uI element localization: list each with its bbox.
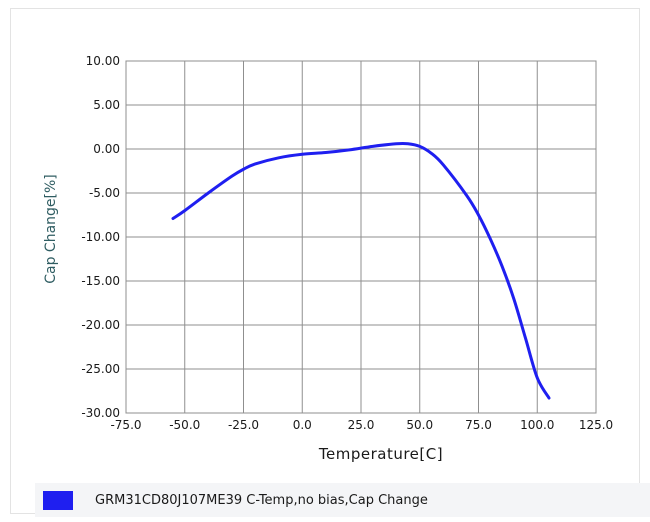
x-tick-label: 75.0 [465,418,492,432]
x-tick-label: -25.0 [228,418,259,432]
x-axis-label: Temperature[C] [318,445,443,463]
chart-frame: 10.00 5.00 0.00 -5.00 -10.00 -15.00 -20.00 -25.… [10,8,650,517]
x-tick-label: 25.0 [348,418,375,432]
y-tick-label: 5.00 [93,98,120,112]
y-tick-label: 10.00 [86,54,120,68]
legend: GRM31CD80J107ME39 C-Temp,no bias,Cap Cha… [35,483,650,517]
legend-label: GRM31CD80J107ME39 C-Temp,no bias,Cap Cha… [95,492,428,508]
series-line-0 [171,141,551,400]
line-chart: 10.00 5.00 0.00 -5.00 -10.00 -15.00 -20.00 -25.… [43,54,613,463]
x-tick-label: 0.0 [293,418,312,432]
x-tick-label: -50.0 [169,418,200,432]
x-tick-label: -75.0 [110,418,141,432]
x-tick-label: 50.0 [406,418,433,432]
y-tick-label: -15.00 [81,274,120,288]
y-tick-label: 0.00 [93,142,120,156]
y-tick-label: -10.00 [81,230,120,244]
y-tick-label: -30.00 [81,406,120,420]
y-tick-label: -5.00 [89,186,120,200]
y-tick-label: -25.00 [81,362,120,376]
y-tick-label: -20.00 [81,318,120,332]
x-tick-label: 100.0 [520,418,554,432]
y-axis-label: Cap Change[%] [43,174,59,284]
x-tick-label: 125.0 [579,418,613,432]
legend-swatch [43,490,73,510]
